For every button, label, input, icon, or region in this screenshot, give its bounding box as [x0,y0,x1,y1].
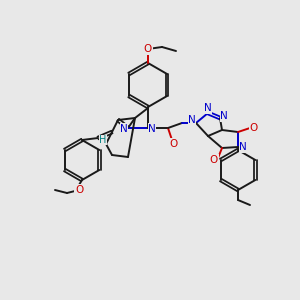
Text: N: N [148,124,156,134]
Text: O: O [170,139,178,149]
Text: N: N [120,124,128,134]
Text: H: H [99,135,107,145]
Text: N: N [220,111,228,121]
Text: O: O [250,123,258,133]
Text: O: O [75,185,83,195]
Text: N: N [204,103,212,113]
Text: N: N [239,142,247,152]
Text: O: O [210,155,218,165]
Text: O: O [144,44,152,54]
Text: N: N [188,115,196,125]
